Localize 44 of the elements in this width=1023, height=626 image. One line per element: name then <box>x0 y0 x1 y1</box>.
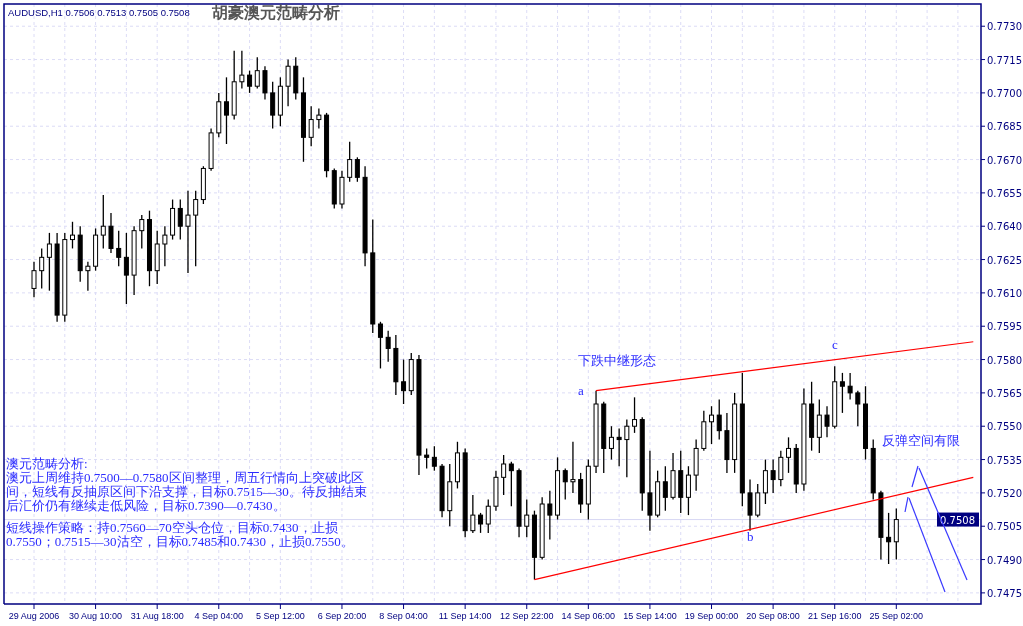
annotation: 反弹空间有限 <box>882 433 960 448</box>
x-tick-label: 12 Sep 22:00 <box>499 611 554 621</box>
y-tick-label: 0.7490 <box>987 554 1022 566</box>
y-tick-label: 0.7730 <box>987 21 1022 33</box>
y-tick-label: 0.7535 <box>987 454 1022 466</box>
annotation: c <box>832 337 838 353</box>
x-tick-label: 20 Sep 08:00 <box>746 611 800 621</box>
annotation: a <box>578 383 584 398</box>
y-tick-label: 0.7625 <box>987 254 1022 266</box>
y-tick-label: 0.7550 <box>987 421 1022 433</box>
annotation: b <box>747 529 754 544</box>
ref-line-label: 0.7508 <box>940 514 975 526</box>
x-tick-label: 21 Sep 16:00 <box>807 611 862 621</box>
x-tick-label: 30 Aug 10:00 <box>69 611 123 621</box>
x-tick-label: 6 Sep 20:00 <box>317 611 367 621</box>
y-tick-label: 0.7565 <box>987 387 1022 399</box>
chart-title: 胡豪澳元范畴分析 <box>211 4 340 21</box>
y-tick-label: 0.7505 <box>987 521 1022 533</box>
x-tick-label: 15 Sep 14:00 <box>623 611 677 621</box>
y-tick-label: 0.7520 <box>987 487 1022 499</box>
y-tick-label: 0.7580 <box>987 354 1022 366</box>
y-tick-label: 0.7700 <box>987 87 1022 99</box>
x-tick-label: 29 Aug 2006 <box>8 611 60 621</box>
y-tick-label: 0.7655 <box>987 187 1022 199</box>
x-tick-label: 31 Aug 18:00 <box>130 611 184 621</box>
y-tick-label: 0.7475 <box>987 587 1022 599</box>
x-tick-label: 11 Sep 14:00 <box>438 611 492 621</box>
y-tick-label: 0.7685 <box>987 121 1022 133</box>
y-tick-label: 0.7610 <box>987 287 1022 299</box>
y-tick-label: 0.7595 <box>987 321 1022 333</box>
x-tick-label: 5 Sep 12:00 <box>256 611 305 621</box>
annotation: 短线操作策略：持0.7560—70空头仓位，目标0.7430，止损0.7550；0.7515—30沽空，目标0.7485和0.7430，止损0.7550。 <box>6 520 355 549</box>
y-tick-label: 0.7670 <box>987 154 1022 166</box>
annotation: 澳元上周维持0.7500—0.7580区间整理，周五行情向上突破此区间，短线有反抽原区间下沿支撑，目标0.7515—30。待反抽结束后汇价仍有继续走低风险，目标0.7390—0.7430。 <box>6 470 368 513</box>
x-tick-label: 4 Sep 04:00 <box>194 611 244 621</box>
y-tick-label: 0.7640 <box>987 221 1022 233</box>
x-tick-label: 25 Sep 02:00 <box>869 611 924 621</box>
x-tick-label: 14 Sep 06:00 <box>561 611 616 621</box>
y-tick-label: 0.7715 <box>987 54 1022 66</box>
annotation: 下跌中继形态 <box>578 353 656 368</box>
x-tick-label: 8 Sep 04:00 <box>379 611 428 621</box>
annotation: 澳元范畴分析: <box>6 456 89 471</box>
x-tick-label: 19 Sep 00:00 <box>684 611 739 621</box>
chart-subtitle: AUDUSD,H1 0.7506 0.7513 0.7505 0.7508 <box>8 7 190 18</box>
